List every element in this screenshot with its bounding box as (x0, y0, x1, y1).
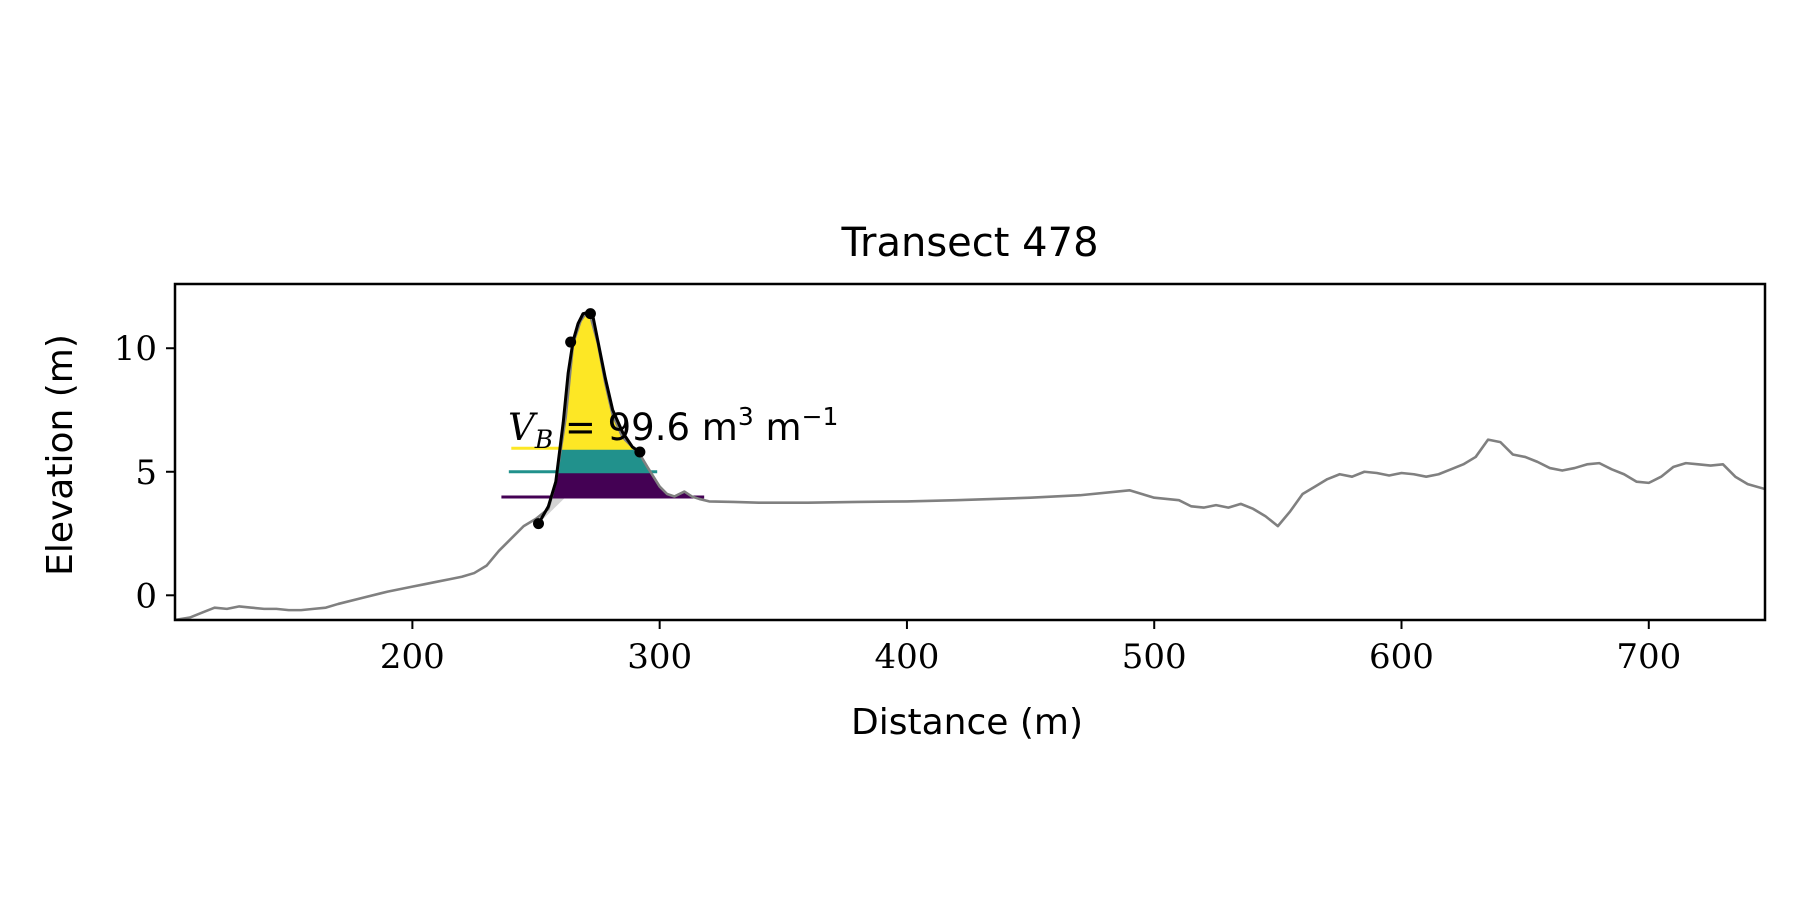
x-tick-label: 400 (874, 637, 939, 677)
profile-line (175, 312, 1765, 620)
y-axis-ticks: 0 5 10 (114, 329, 175, 616)
key-point (634, 446, 646, 458)
annotation-subscript: B (534, 425, 553, 454)
x-axis-label: Distance (m) (851, 702, 1083, 743)
dune-volume-fills (501, 312, 705, 524)
volume-annotation: VB = 99.6 m3 m−1 (508, 402, 838, 454)
level-band-2 (557, 448, 651, 472)
annotation-per-unit: m (766, 406, 802, 449)
x-tick-label: 300 (627, 637, 692, 677)
x-tick-label: 500 (1122, 637, 1187, 677)
x-tick-label: 700 (1616, 637, 1681, 677)
annotation-unit-power: 3 (738, 402, 754, 431)
chart-title: Transect 478 (840, 220, 1098, 266)
annotation-symbol: V (508, 406, 538, 449)
key-point (565, 336, 577, 348)
x-tick-label: 600 (1369, 637, 1434, 677)
axes-frame (173, 282, 1767, 622)
series-lines (175, 310, 1765, 620)
key-points (532, 308, 646, 530)
key-point (532, 518, 544, 530)
y-tick-label: 5 (135, 453, 157, 493)
y-tick-label: 0 (135, 576, 157, 616)
level-band-3 (551, 471, 693, 497)
annotation-unit: m (702, 406, 738, 449)
y-tick-label: 10 (114, 329, 157, 369)
level-band-1 (560, 312, 634, 449)
plot-area (175, 308, 1765, 620)
annotation-per-power: −1 (802, 402, 839, 431)
y-axis-label: Elevation (m) (40, 334, 81, 576)
key-point (584, 308, 596, 320)
x-tick-label: 200 (380, 637, 445, 677)
annotation-value: 99.6 (608, 406, 690, 449)
x-axis-ticks: 200 300 400 500 600 700 (380, 620, 1681, 677)
